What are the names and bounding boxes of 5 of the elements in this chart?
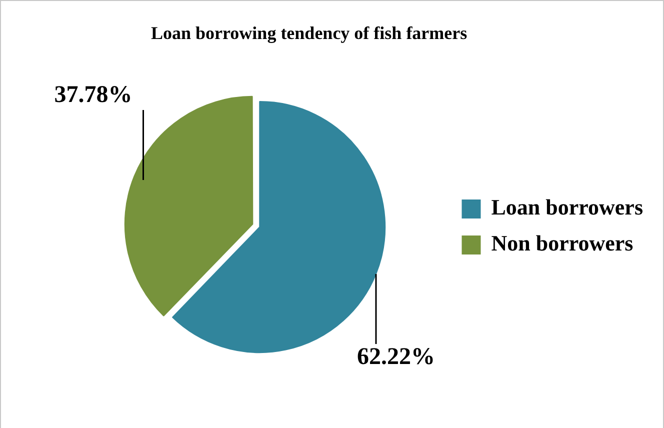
data-label: 37.78% <box>54 82 132 108</box>
legend-label: Loan borrowers <box>491 194 644 220</box>
legend-label: Non borrowers <box>491 230 634 256</box>
chart-title: Loan borrowing tendency of fish farmers <box>151 22 468 45</box>
data-label: 62.22% <box>356 344 435 370</box>
